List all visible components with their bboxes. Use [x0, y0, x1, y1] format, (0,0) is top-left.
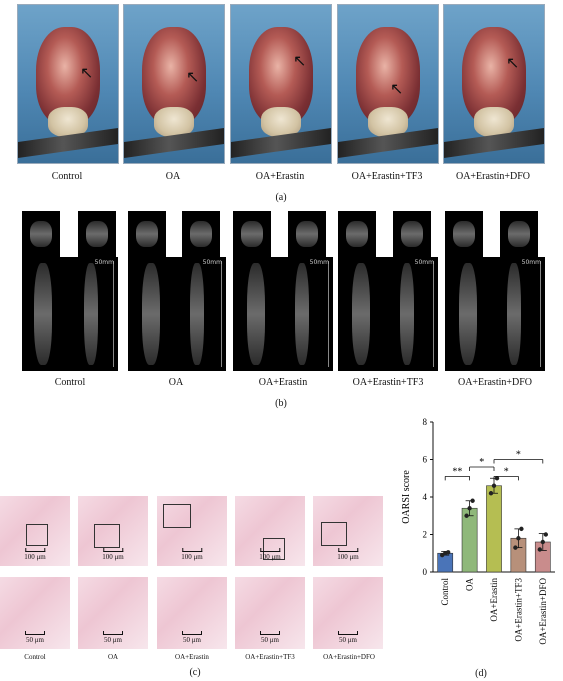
label-c-oa-erastin: OA+Erastin — [175, 653, 209, 661]
histo-control-top: 100 μm — [0, 496, 70, 566]
mri-oa-top-left — [128, 211, 166, 257]
histo-oa-bottom: 50 μm — [78, 577, 148, 649]
mri-oa-erastin-dfo-top-right — [500, 211, 538, 257]
data-point — [540, 539, 545, 545]
label-a-control: Control — [51, 171, 83, 182]
photo-oa-erastin: ↖ — [230, 4, 332, 164]
mri-control-bottom: 50mm — [22, 257, 118, 371]
histo-oa-erastin-dfo-top: 100 μm — [313, 496, 383, 566]
y-tick-label: 0 — [423, 567, 428, 577]
label-a-oa-erastin-dfo: OA+Erastin+DFO — [455, 171, 531, 182]
oarsi-chart: 0 2 4 6 8 OARSI score Control OA OA+Erastin OA+Er… — [401, 417, 555, 645]
label-b-control: Control — [54, 377, 86, 388]
x-tick-label: OA+Erastin+TF3 — [513, 578, 523, 642]
label-c-oa: OA — [107, 653, 119, 661]
significance-label: ** — [452, 466, 462, 477]
caption-a: (a) — [275, 192, 287, 203]
caption-c: (c) — [189, 667, 201, 678]
photo-control: ↖ — [17, 4, 119, 164]
mri-control-top-right — [78, 211, 116, 257]
caption-b: (b) — [275, 398, 287, 409]
data-point — [543, 532, 548, 537]
y-tick-label: 2 — [423, 530, 428, 540]
significance-label: * — [479, 457, 484, 468]
data-point — [537, 547, 542, 552]
mri-oa-erastin-tf3-top-left — [338, 211, 376, 257]
y-axis-label: OARSI score — [401, 470, 412, 524]
histo-oa-erastin-bottom: 50 μm — [157, 577, 227, 649]
mri-oa-bottom: 50mm — [128, 257, 226, 371]
mri-oa-erastin-dfo-bottom: 50mm — [445, 257, 545, 371]
mri-control-top-left — [22, 211, 60, 257]
label-b-oa: OA — [168, 377, 184, 388]
photo-oa-erastin-dfo: ↖ — [443, 4, 545, 164]
mri-oa-erastin-tf3-bottom: 50mm — [338, 257, 438, 371]
data-point — [464, 513, 469, 518]
histo-oa-erastin-top: 100 μm — [157, 496, 227, 566]
x-tick-label: OA+Erastin+DFO — [538, 578, 548, 645]
histo-oa-erastin-tf3-bottom: 50 μm — [235, 577, 305, 649]
mri-oa-erastin-top-right — [288, 211, 326, 257]
histo-oa-erastin-dfo-bottom: 50 μm — [313, 577, 383, 649]
histo-control-bottom: 50 μm — [0, 577, 70, 649]
mri-oa-erastin-top-left — [233, 211, 271, 257]
data-point — [470, 498, 475, 503]
label-c-oa-erastin-tf3: OA+Erastin+TF3 — [245, 653, 295, 661]
data-point — [516, 536, 521, 541]
label-b-oa-erastin-tf3: OA+Erastin+TF3 — [352, 377, 424, 388]
caption-d: (d) — [475, 668, 487, 679]
x-tick-label: Control — [440, 578, 450, 606]
data-point — [491, 483, 497, 488]
data-point — [494, 476, 500, 481]
mri-oa-erastin-tf3-top-right — [393, 211, 431, 257]
x-tick-label: OA — [465, 578, 475, 591]
data-point — [513, 545, 518, 550]
y-tick-label: 4 — [423, 492, 428, 502]
photo-oa-erastin-tf3: ↖ — [337, 4, 439, 164]
bar — [461, 507, 478, 573]
histo-oa-erastin-tf3-top: 100 μm — [235, 496, 305, 566]
photo-oa: ↖ — [123, 4, 225, 164]
data-point — [467, 506, 472, 511]
y-tick-label: 6 — [423, 455, 428, 465]
mri-oa-top-right — [182, 211, 220, 257]
bar — [486, 485, 502, 573]
label-b-oa-erastin-dfo: OA+Erastin+DFO — [457, 377, 533, 388]
label-b-oa-erastin: OA+Erastin — [258, 377, 308, 388]
label-c-oa-erastin-dfo: OA+Erastin+DFO — [323, 653, 375, 661]
x-tick-label: OA+Erastin — [489, 578, 499, 622]
label-a-oa-erastin: OA+Erastin — [255, 171, 305, 182]
bar — [437, 552, 454, 573]
data-point — [488, 491, 494, 496]
y-tick-label: 8 — [423, 417, 428, 427]
label-a-oa: OA — [165, 171, 181, 182]
significance-label: * — [516, 450, 521, 461]
histo-oa-top: 100 μm — [78, 496, 148, 566]
label-c-control: Control — [24, 653, 46, 661]
mri-oa-erastin-bottom: 50mm — [233, 257, 333, 371]
mri-oa-erastin-dfo-top-left — [445, 211, 483, 257]
label-a-oa-erastin-tf3: OA+Erastin+TF3 — [351, 171, 423, 182]
data-point — [446, 550, 451, 555]
significance-label: * — [504, 466, 509, 477]
data-point — [519, 526, 524, 532]
